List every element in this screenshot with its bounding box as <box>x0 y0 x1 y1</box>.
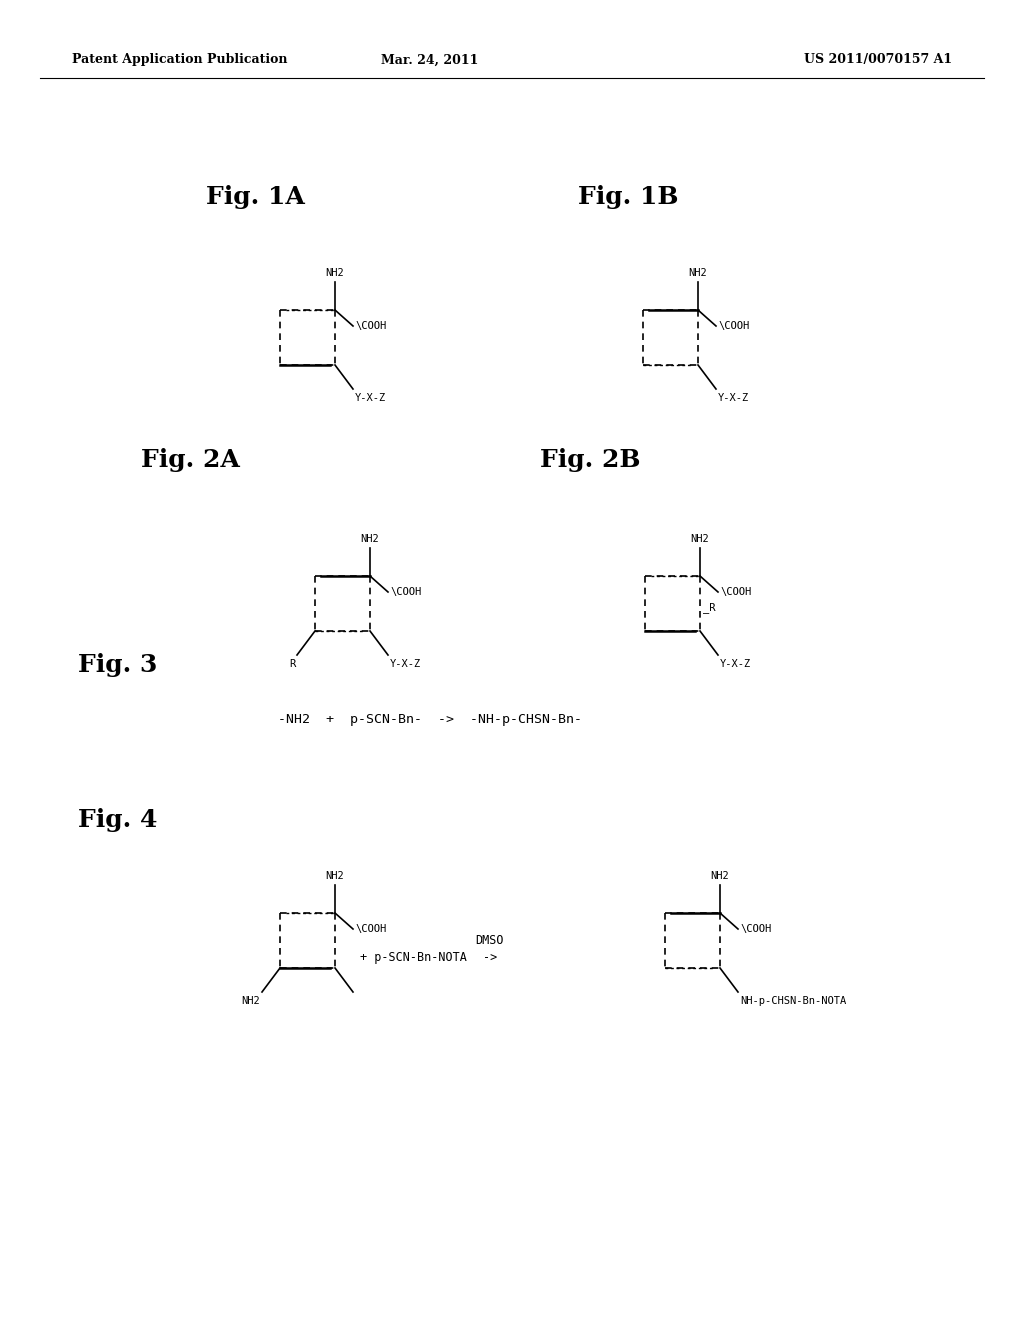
Text: \COOH: \COOH <box>355 321 386 331</box>
Text: ->: -> <box>483 952 497 965</box>
Text: Y-X-Z: Y-X-Z <box>720 659 752 669</box>
Text: US 2011/0070157 A1: US 2011/0070157 A1 <box>804 54 952 66</box>
Text: R: R <box>289 659 295 669</box>
Text: \COOH: \COOH <box>740 924 771 935</box>
Text: NH-p-CHSN-Bn-NOTA: NH-p-CHSN-Bn-NOTA <box>740 997 846 1006</box>
Text: NH2: NH2 <box>326 871 344 880</box>
Text: Fig. 1B: Fig. 1B <box>578 185 678 209</box>
Text: NH2: NH2 <box>690 535 710 544</box>
Text: Y-X-Z: Y-X-Z <box>718 393 750 403</box>
Text: Patent Application Publication: Patent Application Publication <box>72 54 288 66</box>
Text: \COOH: \COOH <box>390 587 421 597</box>
Text: + p-SCN-Bn-NOTA: + p-SCN-Bn-NOTA <box>360 952 467 965</box>
Text: \COOH: \COOH <box>355 924 386 935</box>
Text: \COOH: \COOH <box>718 321 750 331</box>
Text: Fig. 2B: Fig. 2B <box>540 447 640 473</box>
Text: _R: _R <box>703 602 716 612</box>
Text: Fig. 1A: Fig. 1A <box>206 185 304 209</box>
Text: NH2: NH2 <box>688 268 708 279</box>
Text: Fig. 2A: Fig. 2A <box>140 447 240 473</box>
Text: NH2: NH2 <box>242 997 260 1006</box>
Text: Mar. 24, 2011: Mar. 24, 2011 <box>381 54 478 66</box>
Text: NH2: NH2 <box>711 871 729 880</box>
Text: Fig. 3: Fig. 3 <box>78 653 158 677</box>
Text: \COOH: \COOH <box>720 587 752 597</box>
Text: Y-X-Z: Y-X-Z <box>355 393 386 403</box>
Text: Fig. 4: Fig. 4 <box>78 808 158 832</box>
Text: NH2: NH2 <box>326 268 344 279</box>
Text: DMSO: DMSO <box>476 933 504 946</box>
Text: NH2: NH2 <box>360 535 379 544</box>
Text: -NH2  +  p-SCN-Bn-  ->  -NH-p-CHSN-Bn-: -NH2 + p-SCN-Bn- -> -NH-p-CHSN-Bn- <box>278 714 582 726</box>
Text: Y-X-Z: Y-X-Z <box>390 659 421 669</box>
